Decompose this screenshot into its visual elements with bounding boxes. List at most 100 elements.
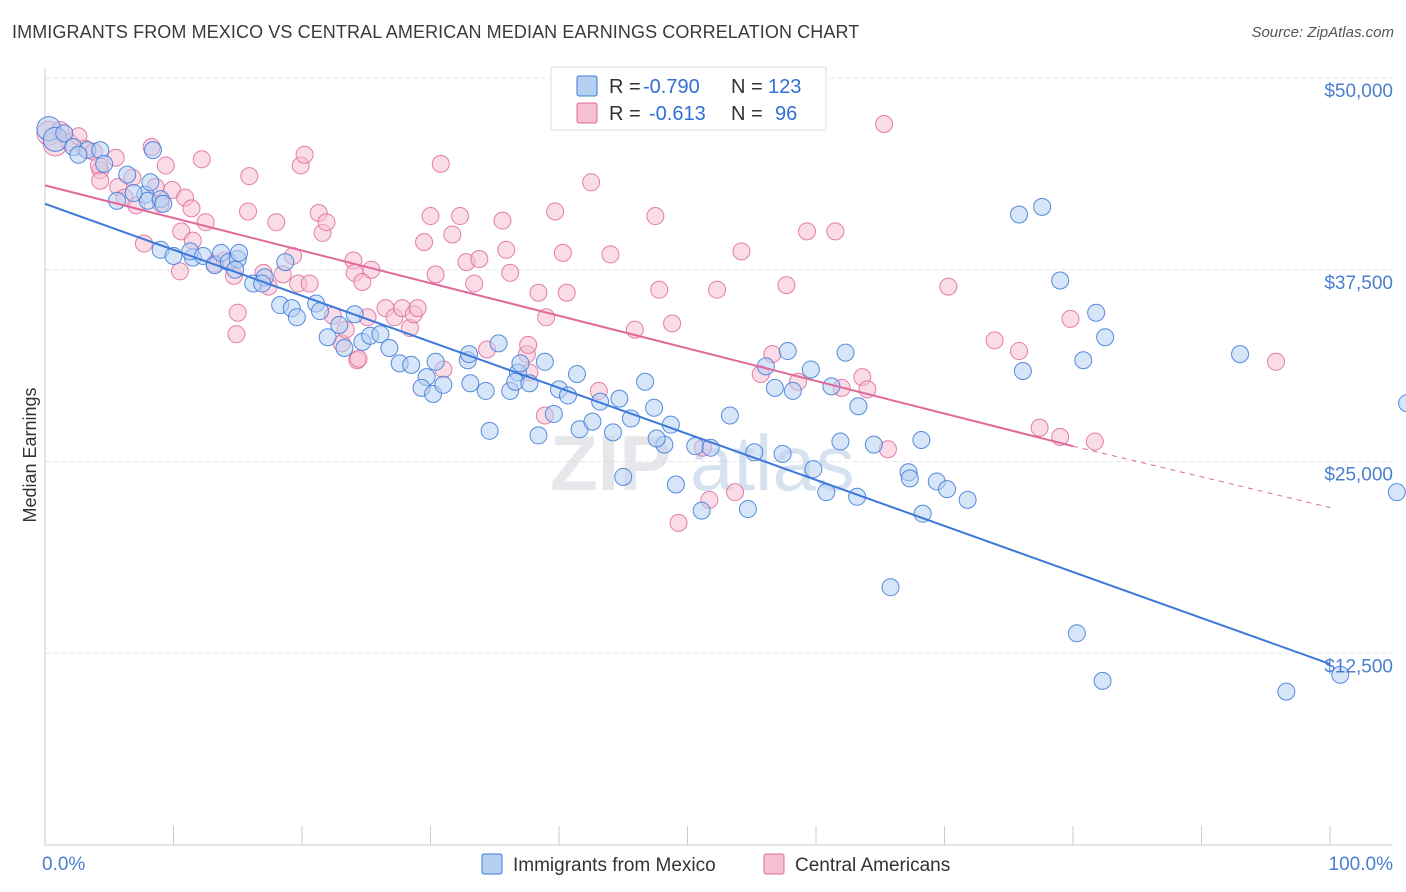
central-americans-point bbox=[156, 156, 175, 175]
central-americans-point bbox=[239, 202, 258, 221]
central-americans-point bbox=[663, 314, 682, 333]
central-americans-trend-extension bbox=[1072, 445, 1331, 509]
central-americans-point bbox=[646, 207, 665, 226]
mexico-point bbox=[95, 154, 114, 173]
x-tick-label-end: 100.0% bbox=[1329, 854, 1394, 875]
mexico-point bbox=[765, 378, 784, 397]
mexico-point bbox=[1331, 665, 1350, 684]
central-americans-point bbox=[295, 145, 314, 164]
central-americans-point bbox=[240, 167, 259, 186]
stats-legend-blue-swatch bbox=[576, 75, 598, 97]
mexico-point bbox=[636, 372, 655, 391]
central-americans-point bbox=[408, 299, 427, 318]
mexico-point bbox=[1074, 351, 1093, 370]
mexico-point bbox=[55, 124, 74, 143]
y-axis-label: Median Earnings bbox=[20, 387, 40, 522]
central-americans-point bbox=[465, 274, 484, 293]
mexico-point bbox=[230, 243, 249, 262]
mexico-point bbox=[831, 432, 850, 451]
mexico-point bbox=[1067, 624, 1086, 643]
central-americans-point bbox=[553, 243, 572, 262]
mexico-point bbox=[276, 253, 295, 272]
mexico-point bbox=[1387, 483, 1406, 502]
mexico-point bbox=[801, 360, 820, 379]
mexico-point bbox=[567, 365, 586, 384]
mexico-point bbox=[881, 578, 900, 597]
mexico-point bbox=[1277, 682, 1296, 701]
mexico-point bbox=[1096, 328, 1115, 347]
mexico-point bbox=[1087, 303, 1106, 322]
mexico-point bbox=[720, 406, 739, 425]
central-americans-point bbox=[798, 222, 817, 241]
mexico-point bbox=[610, 389, 629, 408]
central-americans-point bbox=[497, 240, 516, 259]
mexico-point bbox=[107, 191, 126, 210]
central-americans-point bbox=[493, 211, 512, 230]
stats-r-label-pink: R = bbox=[609, 103, 641, 125]
mexico-point bbox=[647, 429, 666, 448]
mexico-point bbox=[958, 490, 977, 509]
mexico-point bbox=[426, 352, 445, 371]
mexico-point bbox=[783, 381, 802, 400]
legend-central-americans-swatch bbox=[763, 853, 785, 875]
central-americans-point bbox=[1061, 309, 1080, 328]
y-tick-label: $50,000 bbox=[1324, 81, 1393, 102]
central-americans-point bbox=[134, 234, 153, 253]
mexico-point bbox=[141, 173, 160, 192]
mexico-point bbox=[614, 467, 633, 486]
mexico-point bbox=[1231, 345, 1250, 364]
mexico-point bbox=[489, 334, 508, 353]
central-americans-point bbox=[170, 262, 189, 281]
mexico-point bbox=[480, 421, 499, 440]
central-americans-point bbox=[421, 207, 440, 226]
mexico-point bbox=[371, 325, 390, 344]
central-americans-point bbox=[228, 303, 247, 322]
central-americans-point bbox=[826, 222, 845, 241]
x-tick-label-start: 0.0% bbox=[42, 854, 85, 875]
legend-mexico-label: Immigrants from Mexico bbox=[513, 855, 716, 876]
central-americans-point bbox=[267, 213, 286, 232]
stats-legend-pink-swatch bbox=[576, 102, 598, 124]
central-americans-point bbox=[227, 325, 246, 344]
mexico-point bbox=[1051, 271, 1070, 290]
central-americans-point bbox=[726, 483, 745, 502]
bottom-legend: Immigrants from Mexico Central Americans bbox=[481, 853, 950, 876]
mexico-point bbox=[692, 501, 711, 520]
central-americans-point bbox=[501, 263, 520, 282]
central-americans-point bbox=[557, 283, 576, 302]
central-americans-point bbox=[1085, 432, 1104, 451]
y-tick-labels: $12,500 $25,000 $37,500 $50,000 bbox=[1324, 81, 1393, 677]
mexico-point bbox=[535, 352, 554, 371]
central-americans-point bbox=[300, 274, 319, 293]
mexico-point bbox=[583, 412, 602, 431]
central-americans-point bbox=[601, 245, 620, 264]
stats-legend: R = -0.790 N = 123 R = -0.613 N = 96 bbox=[550, 66, 827, 131]
central-americans-point bbox=[426, 265, 445, 284]
mexico-point bbox=[124, 184, 143, 203]
source-label: Source: ZipAtlas.com bbox=[1251, 24, 1394, 41]
mexico-point bbox=[864, 435, 883, 454]
mexico-point bbox=[330, 315, 349, 334]
central-americans-point bbox=[91, 171, 110, 190]
mexico-point bbox=[1093, 671, 1112, 690]
central-americans-point bbox=[470, 250, 489, 269]
mexico-point bbox=[476, 381, 495, 400]
central-americans-point bbox=[317, 213, 336, 232]
central-americans-point bbox=[546, 202, 565, 221]
mexico-point bbox=[773, 444, 792, 463]
central-americans-point bbox=[443, 225, 462, 244]
central-americans-point bbox=[939, 277, 958, 296]
legend-mexico-swatch bbox=[481, 853, 503, 875]
central-americans-point bbox=[353, 273, 372, 292]
grid-lines bbox=[45, 77, 1392, 654]
mexico-point bbox=[511, 354, 530, 373]
trend-lines bbox=[44, 184, 1331, 665]
mexico-point bbox=[1398, 394, 1406, 413]
mexico-point bbox=[1033, 197, 1052, 216]
mexico-point bbox=[645, 398, 664, 417]
central-americans-point bbox=[431, 154, 450, 173]
mexico-point bbox=[69, 145, 88, 164]
central-americans-point bbox=[529, 283, 548, 302]
mexico-point bbox=[380, 338, 399, 357]
mexico-point bbox=[335, 338, 354, 357]
